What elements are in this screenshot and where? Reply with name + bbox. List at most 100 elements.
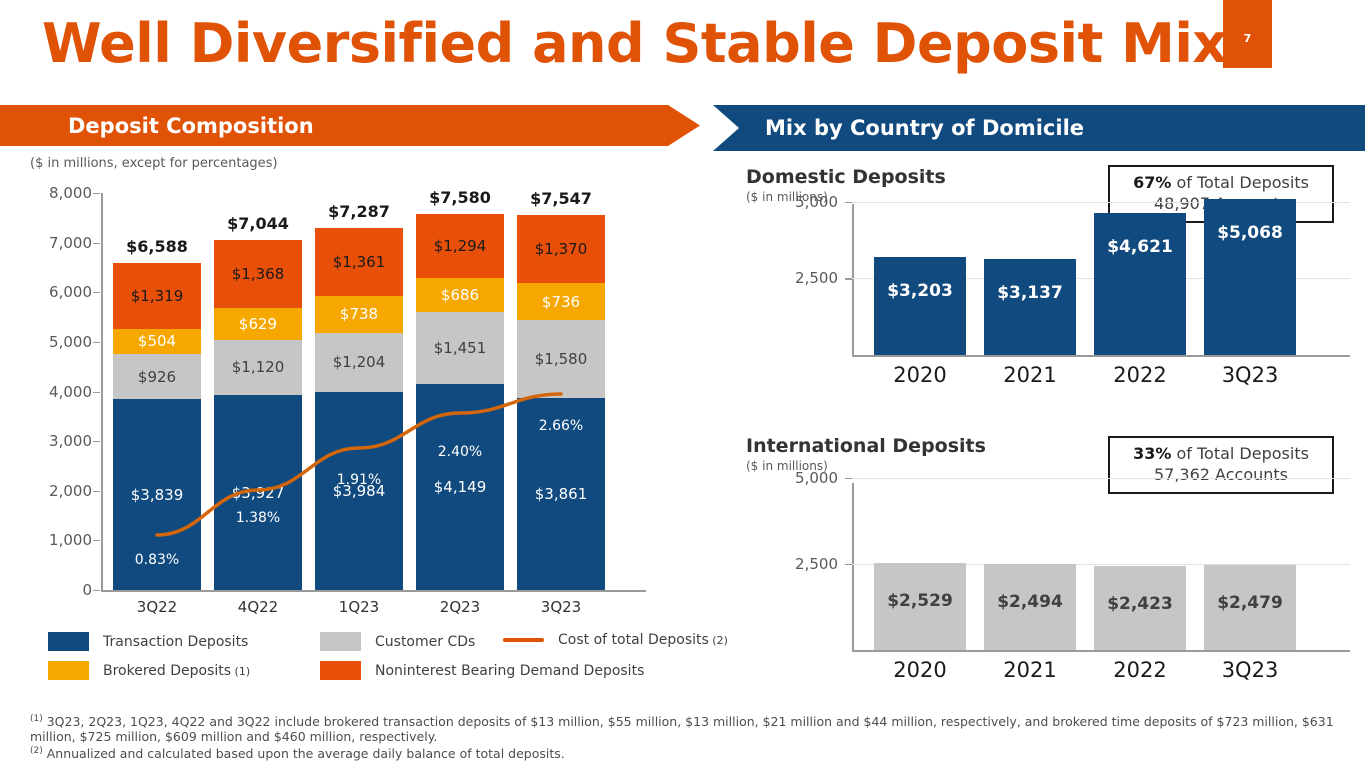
legend-item[interactable]: Noninterest Bearing Demand Deposits bbox=[320, 661, 644, 680]
y-axis-tick-label: 2,500 bbox=[795, 554, 838, 573]
domestic-callout-line1: 67% of Total Deposits bbox=[1124, 173, 1318, 192]
y-axis-tick-mark bbox=[93, 590, 100, 591]
y-axis-line bbox=[852, 483, 854, 650]
bar-segment-label: $3,927 bbox=[231, 483, 285, 502]
legend-footnote-marker: (1) bbox=[231, 664, 251, 678]
y-axis-tick-mark bbox=[93, 193, 100, 194]
x-axis-line bbox=[101, 590, 646, 592]
legend-item[interactable]: Customer CDs bbox=[320, 632, 475, 651]
stacked-bar[interactable]: $3,984 $1,204 $738 $1,361 bbox=[315, 228, 403, 590]
stacked-bar[interactable]: $3,839 $926 $504 $1,319 bbox=[113, 263, 201, 590]
bar[interactable]: $5,068 bbox=[1204, 199, 1296, 355]
page-title: Well Diversified and Stable Deposit Mix bbox=[42, 12, 1227, 75]
bar[interactable]: $2,423 bbox=[1094, 566, 1186, 650]
bar-segment[interactable]: $1,451 bbox=[416, 312, 504, 385]
bar-segment[interactable]: $736 bbox=[517, 283, 605, 320]
bar-total-label: $7,044 bbox=[227, 214, 289, 234]
bar-segment[interactable]: $504 bbox=[113, 328, 201, 354]
bar-segment[interactable]: $3,927 bbox=[214, 395, 302, 590]
x-axis-category-label: 2Q23 bbox=[439, 598, 481, 616]
footnote-text: 3Q23, 2Q23, 1Q23, 4Q22 and 3Q22 include … bbox=[30, 714, 1334, 745]
bar-segment-label: $1,319 bbox=[130, 286, 184, 305]
y-axis-tick-value: 6,000 bbox=[49, 283, 92, 302]
y-axis-tick-value: 5,000 bbox=[49, 332, 92, 351]
y-axis-tick-value: 1,000 bbox=[49, 531, 92, 550]
bar-segment-label: $1,451 bbox=[433, 339, 487, 358]
bar-segment-label: $1,204 bbox=[332, 353, 386, 372]
stacked-bar[interactable]: $3,861 $1,580 $736 $1,370 bbox=[517, 215, 605, 590]
y-axis-tick-value: 2,000 bbox=[49, 481, 92, 500]
x-axis-category-label: 4Q22 bbox=[237, 598, 279, 616]
x-axis-category-label: 2022 bbox=[1113, 658, 1167, 682]
cost-of-deposits-label: 2.40% bbox=[437, 444, 483, 460]
bar-segment-label: $1,361 bbox=[332, 253, 386, 272]
bar-segment[interactable]: $1,370 bbox=[517, 215, 605, 284]
international-deposits-chart: 2,500 5,000 $2,529 2020 $2,494 2021 $2,423 2022… bbox=[770, 465, 1350, 682]
bar-segment[interactable]: $1,120 bbox=[214, 339, 302, 396]
bar-segment-label: $3,861 bbox=[534, 485, 588, 504]
y-axis-tick-value: 3,000 bbox=[49, 432, 92, 451]
legend-item[interactable]: Transaction Deposits bbox=[48, 632, 248, 651]
stacked-bar[interactable]: $3,927 $1,120 $629 $1,368 bbox=[214, 240, 302, 590]
international-callout-pct: 33% bbox=[1133, 444, 1172, 463]
bar-segment[interactable]: $1,580 bbox=[517, 319, 605, 399]
domestic-callout-rest: of Total Deposits bbox=[1171, 173, 1309, 192]
footnote-marker: (1) bbox=[30, 714, 43, 724]
legend-color-swatch bbox=[48, 661, 89, 680]
legend-item[interactable]: Cost of total Deposits (2) bbox=[503, 632, 728, 648]
bar-segment[interactable]: $3,984 bbox=[315, 392, 403, 590]
x-axis-category-label: 1Q23 bbox=[338, 598, 380, 616]
bar-segment-label: $1,580 bbox=[534, 350, 588, 369]
bar-segment[interactable]: $629 bbox=[214, 308, 302, 340]
bar-segment[interactable]: $686 bbox=[416, 278, 504, 313]
bar-segment[interactable]: $4,149 bbox=[416, 384, 504, 590]
international-callout-line1: 33% of Total Deposits bbox=[1124, 444, 1318, 463]
bar[interactable]: $3,137 bbox=[984, 258, 1076, 355]
x-axis-category-label: 2022 bbox=[1113, 363, 1167, 387]
bar-segment-label: $504 bbox=[137, 332, 177, 351]
bar[interactable]: $3,203 bbox=[874, 256, 966, 355]
bar-segment[interactable]: $1,204 bbox=[315, 332, 403, 393]
bar-segment[interactable]: $926 bbox=[113, 353, 201, 400]
bar-segment[interactable]: $738 bbox=[315, 295, 403, 333]
bar[interactable]: $2,529 bbox=[874, 562, 966, 650]
x-axis-line bbox=[852, 650, 1350, 652]
bar-segment[interactable]: $1,361 bbox=[315, 228, 403, 296]
international-callout-rest: of Total Deposits bbox=[1171, 444, 1309, 463]
stacked-bar[interactable]: $4,149 $1,451 $686 $1,294 bbox=[416, 213, 504, 590]
international-callout: 33% of Total Deposits 57,362 Accounts bbox=[1108, 436, 1334, 494]
domestic-callout-pct: 67% bbox=[1133, 173, 1172, 192]
international-deposits-units: ($ in millions) bbox=[746, 459, 828, 473]
footnote-marker: (2) bbox=[30, 746, 43, 757]
legend-item[interactable]: Brokered Deposits (1) bbox=[48, 661, 250, 680]
footnotes: (1) 3Q23, 2Q23, 1Q23, 4Q22 and 3Q22 incl… bbox=[30, 712, 1350, 761]
y-axis-tick-mark bbox=[93, 540, 100, 542]
bar-value-label: $3,137 bbox=[997, 282, 1063, 303]
bar-value-label: $4,621 bbox=[1107, 237, 1173, 258]
legend-color-swatch bbox=[48, 632, 89, 651]
bar-segment[interactable]: $1,319 bbox=[113, 263, 201, 329]
y-axis-tick-mark bbox=[93, 441, 100, 443]
gridline bbox=[852, 477, 1350, 479]
bar-value-label: $2,423 bbox=[1107, 594, 1173, 615]
bar-total-label: $6,588 bbox=[126, 237, 188, 257]
bar-value-label: $3,203 bbox=[887, 280, 953, 301]
bar[interactable]: $4,621 bbox=[1094, 213, 1186, 355]
legend-color-swatch bbox=[320, 632, 361, 651]
bar-segment[interactable]: $1,294 bbox=[416, 213, 504, 279]
bar-segment-label: $1,370 bbox=[534, 240, 588, 259]
y-axis-tick-mark bbox=[845, 201, 852, 204]
x-axis-category-label: 3Q22 bbox=[136, 598, 178, 616]
y-axis-tick-value: 7,000 bbox=[49, 233, 92, 252]
x-axis-category-label: 3Q23 bbox=[540, 598, 582, 616]
bar[interactable]: $2,479 bbox=[1204, 564, 1296, 650]
bar[interactable]: $2,494 bbox=[984, 564, 1076, 650]
x-axis-category-label: 2020 bbox=[893, 363, 947, 387]
y-axis-tick-mark bbox=[93, 242, 100, 244]
page-number-box: 7 bbox=[1223, 0, 1272, 68]
y-axis-tick-label: 5,000 bbox=[795, 468, 838, 487]
domestic-deposits-chart: 2,500 5,000 $3,203 2020 $3,137 2021 $4,621 2022… bbox=[770, 193, 1350, 396]
footnote-text: Annualized and calculated based upon the… bbox=[42, 746, 565, 762]
bar-segment[interactable]: $1,368 bbox=[214, 240, 302, 309]
bar-value-label: $2,494 bbox=[997, 592, 1063, 612]
